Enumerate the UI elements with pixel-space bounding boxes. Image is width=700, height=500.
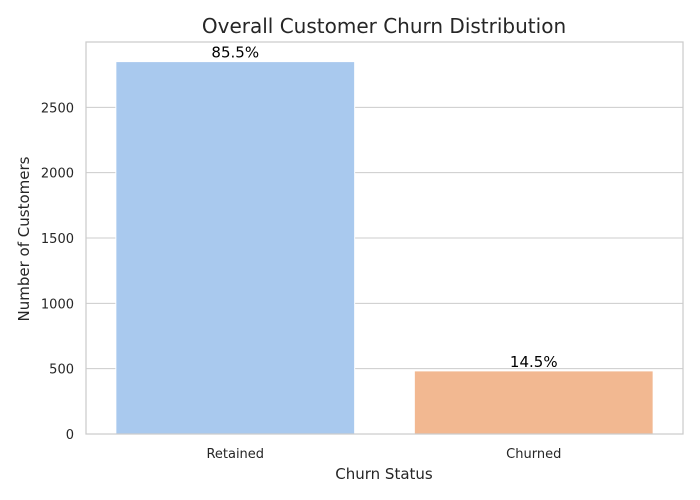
bar-churned [413, 370, 654, 435]
x-tick-label: Churned [506, 447, 561, 462]
x-axis-label: Churn Status [335, 465, 433, 483]
y-tick-label: 1500 [41, 232, 74, 247]
y-tick-label: 500 [49, 363, 74, 378]
y-axis-ticks: 0 500 1000 1500 2000 2500 [41, 101, 74, 443]
y-tick-label: 2500 [41, 101, 74, 116]
data-label-retained: 85.5% [211, 44, 259, 62]
plot-frame [85, 41, 684, 435]
x-axis-ticks: Retained Churned [206, 447, 561, 462]
y-tick-label: 2000 [41, 167, 74, 182]
chart-title: Overall Customer Churn Distribution [202, 14, 566, 38]
bars [115, 61, 654, 435]
y-axis-label: Number of Customers [15, 156, 33, 321]
y-tick-label: 0 [66, 428, 74, 443]
x-tick-label: Retained [206, 447, 264, 462]
data-label-churned: 14.5% [510, 353, 558, 371]
data-labels: 85.5% 14.5% [211, 44, 557, 371]
bar-retained [115, 61, 356, 435]
y-tick-label: 1000 [41, 297, 74, 312]
